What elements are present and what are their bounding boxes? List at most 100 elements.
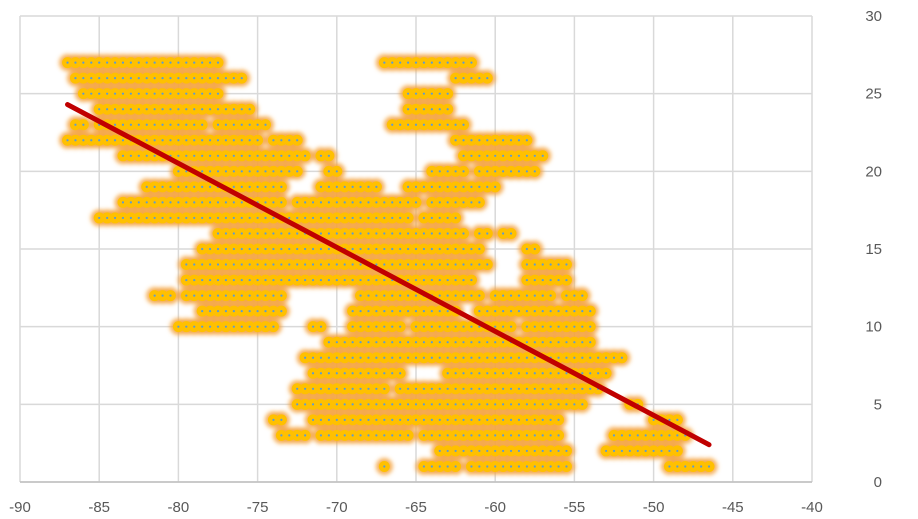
marker-center — [430, 403, 433, 406]
marker-center — [137, 108, 140, 111]
marker-center — [406, 201, 410, 204]
marker-center — [494, 403, 497, 406]
marker-center — [256, 123, 259, 126]
marker-center — [351, 216, 354, 220]
marker-center — [193, 201, 196, 204]
marker-center — [66, 139, 69, 142]
marker-center — [208, 278, 212, 282]
marker-center — [153, 139, 156, 142]
marker-center — [438, 294, 441, 297]
marker-center — [422, 263, 426, 266]
marker-center — [106, 77, 109, 80]
marker-center — [660, 434, 663, 437]
marker-center — [446, 434, 449, 437]
marker-center — [668, 434, 671, 437]
marker-center — [470, 247, 473, 251]
marker-center — [462, 247, 465, 251]
marker-center — [478, 325, 481, 328]
marker-center — [430, 310, 433, 313]
marker-center — [256, 139, 259, 142]
marker-center — [280, 154, 283, 157]
marker-center — [589, 372, 592, 375]
marker-center — [422, 387, 426, 390]
marker-center — [185, 185, 188, 188]
marker-center — [486, 465, 489, 468]
marker-center — [177, 185, 180, 188]
marker-center — [288, 263, 291, 266]
marker-center — [129, 108, 132, 111]
marker-center — [533, 449, 536, 453]
marker-center — [391, 263, 394, 266]
marker-center — [486, 232, 489, 235]
marker-center — [454, 278, 457, 282]
marker-center — [280, 294, 283, 297]
marker-center — [121, 154, 125, 157]
marker-center — [367, 185, 370, 188]
marker-center — [327, 263, 330, 266]
marker-center — [296, 170, 299, 173]
marker-center — [446, 123, 449, 126]
marker-center — [193, 123, 196, 126]
marker-center — [509, 232, 513, 235]
marker-center — [517, 434, 521, 437]
marker-center — [525, 418, 528, 421]
marker-center — [414, 341, 418, 344]
marker-center — [478, 372, 481, 375]
marker-center — [383, 216, 386, 220]
marker-center — [201, 278, 204, 282]
marker-center — [208, 170, 212, 173]
marker-center — [494, 154, 497, 157]
marker-center — [430, 465, 433, 468]
marker-center — [153, 154, 156, 157]
marker-center — [422, 92, 426, 95]
marker-center — [335, 216, 338, 220]
marker-center — [169, 216, 172, 220]
marker-center — [288, 247, 291, 251]
marker-center — [351, 356, 354, 359]
marker-center — [311, 356, 315, 359]
marker-center — [224, 108, 228, 111]
marker-center — [248, 108, 251, 111]
marker-center — [264, 278, 267, 282]
marker-center — [351, 434, 354, 437]
marker-center — [232, 123, 235, 126]
marker-center — [399, 372, 402, 375]
marker-center — [478, 170, 481, 173]
marker-center — [446, 372, 449, 375]
marker-center — [375, 232, 378, 235]
marker-center — [470, 356, 473, 359]
x-tick-label: -75 — [247, 499, 269, 516]
marker-center — [129, 201, 132, 204]
marker-center — [494, 341, 497, 344]
marker-center — [375, 185, 378, 188]
marker-center — [367, 247, 370, 251]
trendline-layer — [65, 102, 712, 448]
marker-center — [422, 310, 426, 313]
marker-center — [193, 139, 196, 142]
marker-center — [343, 434, 346, 437]
marker-center — [454, 449, 457, 453]
marker-center — [430, 387, 433, 390]
marker-center — [399, 356, 402, 359]
marker-center — [232, 278, 235, 282]
marker-center — [557, 356, 560, 359]
marker-center — [177, 123, 180, 126]
marker-center — [502, 387, 505, 390]
marker-center — [201, 310, 204, 313]
marker-center — [470, 341, 473, 344]
marker-center — [264, 216, 267, 220]
marker-center — [414, 325, 418, 328]
marker-center — [502, 465, 505, 468]
marker-center — [525, 387, 528, 390]
marker-center — [414, 232, 418, 235]
marker-center — [446, 465, 449, 468]
marker-center — [525, 341, 528, 344]
marker-center — [478, 449, 481, 453]
marker-center — [486, 434, 489, 437]
marker-center — [248, 247, 251, 251]
marker-center — [470, 61, 473, 64]
marker-center — [367, 387, 370, 390]
marker-center — [208, 139, 212, 142]
marker-center — [391, 356, 394, 359]
marker-center — [193, 92, 196, 95]
